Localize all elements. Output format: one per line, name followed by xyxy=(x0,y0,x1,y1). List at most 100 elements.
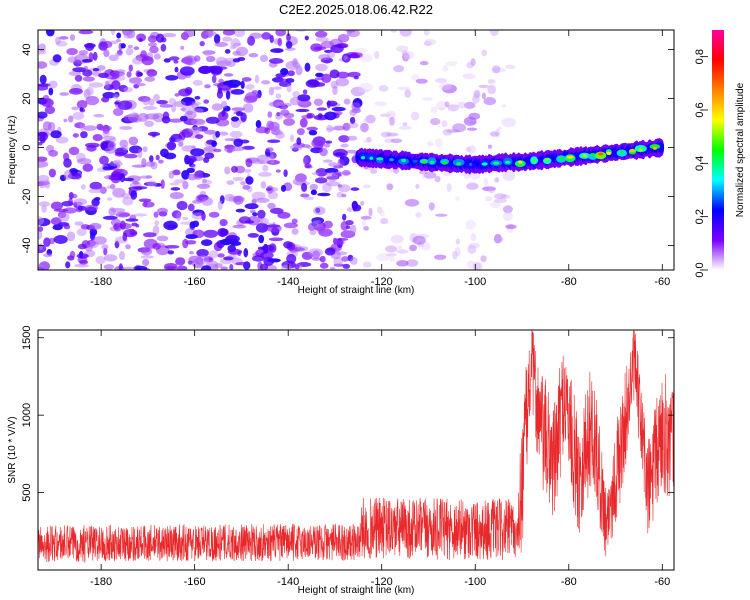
spectrogram-cell xyxy=(452,123,467,133)
spectrogram-cell xyxy=(182,180,189,190)
spectrogram-cell xyxy=(473,89,481,99)
spectrogram-cell xyxy=(347,135,358,141)
spectrogram-cell xyxy=(245,84,255,90)
spectrogram-cell xyxy=(214,263,223,268)
spectrogram-cell xyxy=(132,57,144,65)
spectrogram-cell xyxy=(156,100,169,105)
spectrogram-cell xyxy=(402,122,408,126)
spectrogram-cell xyxy=(427,141,434,147)
spectrogram-cell xyxy=(283,169,288,177)
spectrogram-cell xyxy=(233,138,243,147)
spectrogram-cell xyxy=(125,244,131,250)
spectrogram-cell xyxy=(341,193,347,198)
spectrogram-cell xyxy=(119,173,126,183)
spectrogram-cell xyxy=(84,43,96,49)
spectrogram-cell xyxy=(74,221,84,226)
spectrogram-cell xyxy=(50,130,62,139)
spectrogram-cell xyxy=(131,164,147,168)
spectrogram-cell xyxy=(261,80,271,85)
spectrogram-cell xyxy=(187,203,195,212)
spectrogram-cell xyxy=(184,99,193,106)
spectrogram-cell xyxy=(201,239,213,247)
spectrogram-cell xyxy=(324,167,339,174)
spectrogram-cell xyxy=(94,196,101,201)
spectrogram-cell xyxy=(226,180,235,186)
spectrogram-cell xyxy=(489,131,500,137)
spectrogram-cell xyxy=(428,202,435,211)
spectrogram-cell xyxy=(399,30,412,37)
spectrogram-cell xyxy=(119,126,133,130)
spectrogram-cell xyxy=(358,88,370,93)
spectrogram-cell xyxy=(130,190,138,200)
spectrogram-cell xyxy=(235,262,249,266)
y-tick-label: -40 xyxy=(21,238,33,254)
spectrogram-cell xyxy=(68,88,83,95)
signal-band-cell xyxy=(590,153,596,157)
spectrogram-cell xyxy=(262,164,269,172)
spectrogram-cell xyxy=(106,185,111,189)
spectrogram-cell xyxy=(465,220,476,230)
spectrogram-cell xyxy=(196,249,209,257)
spectrogram-cell xyxy=(415,184,420,189)
spectrogram-cell xyxy=(229,130,243,138)
spectrogram-cell xyxy=(101,96,110,103)
spectrogram-cell xyxy=(77,205,87,211)
x-tick-label: -100 xyxy=(464,276,486,288)
spectrogram-cell xyxy=(470,233,477,242)
spectrogram-cell xyxy=(119,250,125,261)
spectrogram-cell xyxy=(337,33,350,43)
spectrogram-cell xyxy=(326,171,339,182)
spectrogram-cell xyxy=(483,97,496,106)
signal-band-cell xyxy=(652,146,657,150)
spectrogram-cell xyxy=(397,86,411,90)
spectrogram-cell xyxy=(65,261,71,269)
spectrogram-cell xyxy=(83,125,97,131)
spectrogram-cell xyxy=(244,220,255,224)
signal-band-cell xyxy=(441,161,448,165)
spectrogram-y-ticks: -40 -20 0 20 40 xyxy=(21,43,674,253)
signal-band-cell xyxy=(518,160,523,164)
spectrogram-cell xyxy=(302,89,308,95)
spectrogram-cell xyxy=(245,176,254,185)
spectrogram-cell xyxy=(361,218,366,228)
spectrogram-cell xyxy=(244,203,259,210)
signal-band-cell xyxy=(532,159,536,163)
spectrogram-cell xyxy=(46,30,55,37)
spectrogram-cell xyxy=(349,116,356,124)
spectrogram-cell xyxy=(485,196,493,202)
spectrogram-cell xyxy=(348,122,359,129)
spectrogram-cell xyxy=(444,101,450,108)
spectrogram-cell xyxy=(162,111,170,120)
spectrogram-cell xyxy=(231,116,239,122)
spectrogram-cell xyxy=(313,46,327,51)
y-tick-label: 1500 xyxy=(21,325,33,349)
spectrogram-cell xyxy=(232,224,247,229)
spectrogram-cell xyxy=(74,263,89,268)
spectrogram-cell xyxy=(102,166,113,171)
spectrogram-cell xyxy=(396,45,409,52)
spectrogram-cell xyxy=(223,80,234,86)
spectrogram-cell xyxy=(107,140,117,151)
spectrogram-cell xyxy=(71,193,78,199)
spectrogram-cell xyxy=(386,183,394,191)
spectrogram-cell xyxy=(318,54,331,61)
spectrogram-cell xyxy=(341,169,351,176)
spectrogram-cell xyxy=(82,163,94,172)
spectrogram-cell xyxy=(323,220,333,229)
spectrogram-cell xyxy=(315,168,328,177)
spectrogram-cell xyxy=(115,52,123,57)
spectrogram-cell xyxy=(341,256,349,262)
spectrogram-cell xyxy=(370,169,377,174)
spectrogram-cell xyxy=(259,218,269,225)
spectrogram-cell xyxy=(306,126,319,131)
spectrogram-cell xyxy=(135,70,141,78)
spectrogram-cell xyxy=(93,114,105,118)
spectrogram-cell xyxy=(363,226,369,231)
spectrogram-cell xyxy=(494,198,507,204)
spectrogram-cell xyxy=(50,201,64,210)
spectrogram-cell xyxy=(194,96,201,100)
spectrogram-cell xyxy=(108,54,119,61)
spectrogram-cell xyxy=(366,136,372,142)
spectrogram-cell xyxy=(211,74,217,84)
spectrogram-cell xyxy=(297,94,311,102)
